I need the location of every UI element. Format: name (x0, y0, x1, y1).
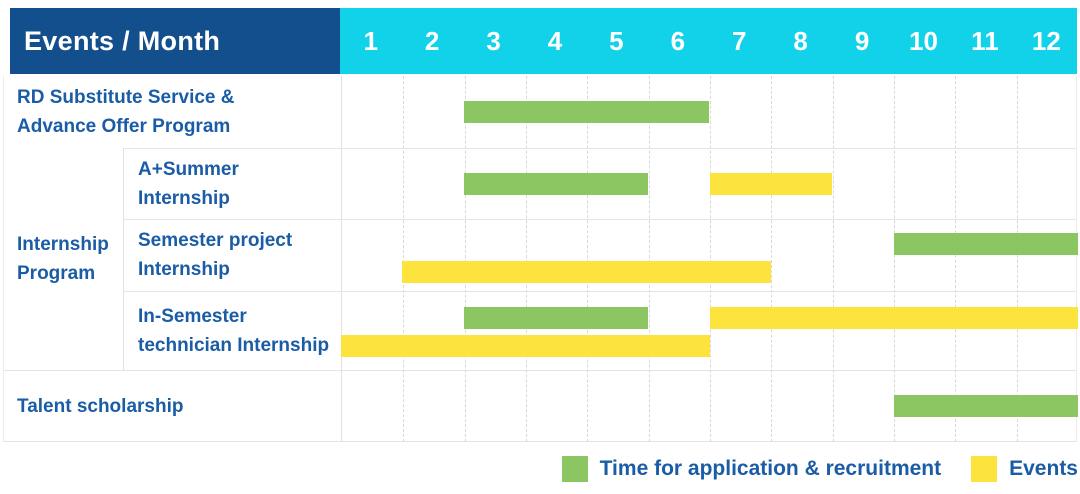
row-label-line: Internship (138, 259, 230, 280)
application-green-swatch (561, 456, 588, 482)
row-label-line: RD Substitute Service & (17, 87, 235, 108)
month-gridline (894, 76, 895, 442)
gantt-bar-events (709, 173, 833, 195)
month-label: 11 (971, 25, 999, 56)
month-header-strip: 1 2 3 4 5 6 7 8 9 10 11 12 (340, 8, 1077, 74)
gantt-row: In-Semester technician Internship (4, 291, 1078, 370)
gantt-bar-application (893, 395, 1078, 417)
gantt-bar-events (341, 335, 710, 357)
row-bar-area (341, 219, 1078, 291)
events-yellow-swatch (971, 456, 998, 482)
gantt-row: Semester project Internship (4, 219, 1078, 291)
gantt-row: RD Substitute Service & Advance Offer Pro… (4, 76, 1076, 148)
month-label: 3 (486, 25, 501, 56)
row-bar-area (341, 148, 1078, 219)
gantt-row: A+Summer Internship (4, 148, 1076, 219)
month-label: 8 (793, 25, 808, 56)
row-divider (124, 291, 1076, 292)
group-label-line: Internship (17, 234, 109, 255)
gantt-bar-events (402, 261, 771, 283)
table-header-row: Events / Month 1 2 3 4 5 6 7 8 9 10 11 12 (3, 8, 1077, 76)
row-label: In-Semester technician Internship (124, 291, 341, 370)
table-title: Events / Month (24, 25, 221, 56)
month-label: 9 (854, 25, 870, 56)
row-bar-area (341, 370, 1078, 442)
legend-item-events: Events (971, 456, 1078, 482)
row-label-line: Advance Offer Program (17, 116, 231, 137)
group-label-internship-program: Internship Program (4, 148, 124, 370)
legend-label-events: Events (1009, 457, 1078, 480)
month-gridline (771, 76, 773, 442)
month-label: 10 (909, 25, 938, 56)
month-gridline (710, 76, 711, 442)
month-gridline (464, 76, 466, 442)
month-label: 4 (547, 25, 563, 56)
gantt-row: Talent scholarship (4, 370, 1078, 442)
events-month-table: Events / Month 1 2 3 4 5 6 7 8 9 10 11 12 RD Substi… (3, 8, 1078, 442)
gantt-bar-application (893, 233, 1078, 255)
gantt-bar-application (463, 307, 649, 329)
gantt-bar-events (709, 307, 1078, 329)
header-events-month-cell: Events / Month (10, 8, 340, 74)
group-label-line: Program (17, 263, 96, 284)
month-gridline (832, 76, 834, 442)
row-label: Semester project Internship (124, 219, 341, 291)
month-gridline (587, 76, 589, 442)
month-label: 2 (424, 25, 440, 56)
month-label: 7 (732, 25, 747, 56)
gantt-body: RD Substitute Service & Advance Offer Pro… (3, 76, 1078, 442)
month-label: 6 (670, 25, 686, 56)
row-label: A+Summer Internship (124, 148, 341, 219)
month-gridline (403, 76, 405, 442)
month-gridline (526, 76, 527, 442)
row-divider (4, 148, 1076, 149)
row-bar-area (341, 291, 1078, 370)
row-label-line: Internship (138, 187, 230, 209)
row-label: Talent scholarship (4, 370, 341, 442)
row-label-line: In-Semester (138, 305, 247, 327)
legend-item-application: Time for application & recruitment (561, 456, 942, 482)
row-label-line: Semester project (138, 230, 293, 251)
gantt-bar-application (463, 173, 649, 195)
row-divider (124, 219, 1076, 220)
row-label: RD Substitute Service & Advance Offer Pro… (4, 76, 341, 148)
row-label-line: Talent scholarship (17, 395, 184, 417)
month-gridlines (341, 76, 1078, 442)
month-gridline (955, 76, 957, 442)
legend-label-application: Time for application & recruitment (599, 457, 942, 480)
row-divider (4, 370, 1076, 371)
month-label: 5 (609, 25, 624, 56)
row-label-line: A+Summer (138, 158, 239, 180)
month-gridline (648, 76, 650, 442)
month-gridline (1016, 76, 1018, 442)
month-label: 12 (1031, 25, 1061, 56)
gantt-bar-application (463, 101, 710, 123)
row-label-line: technician Internship (138, 334, 330, 356)
row-bar-area (341, 76, 1078, 148)
month-label: 1 (363, 25, 378, 56)
legend: Time for application & recruitment Event… (561, 456, 1078, 482)
